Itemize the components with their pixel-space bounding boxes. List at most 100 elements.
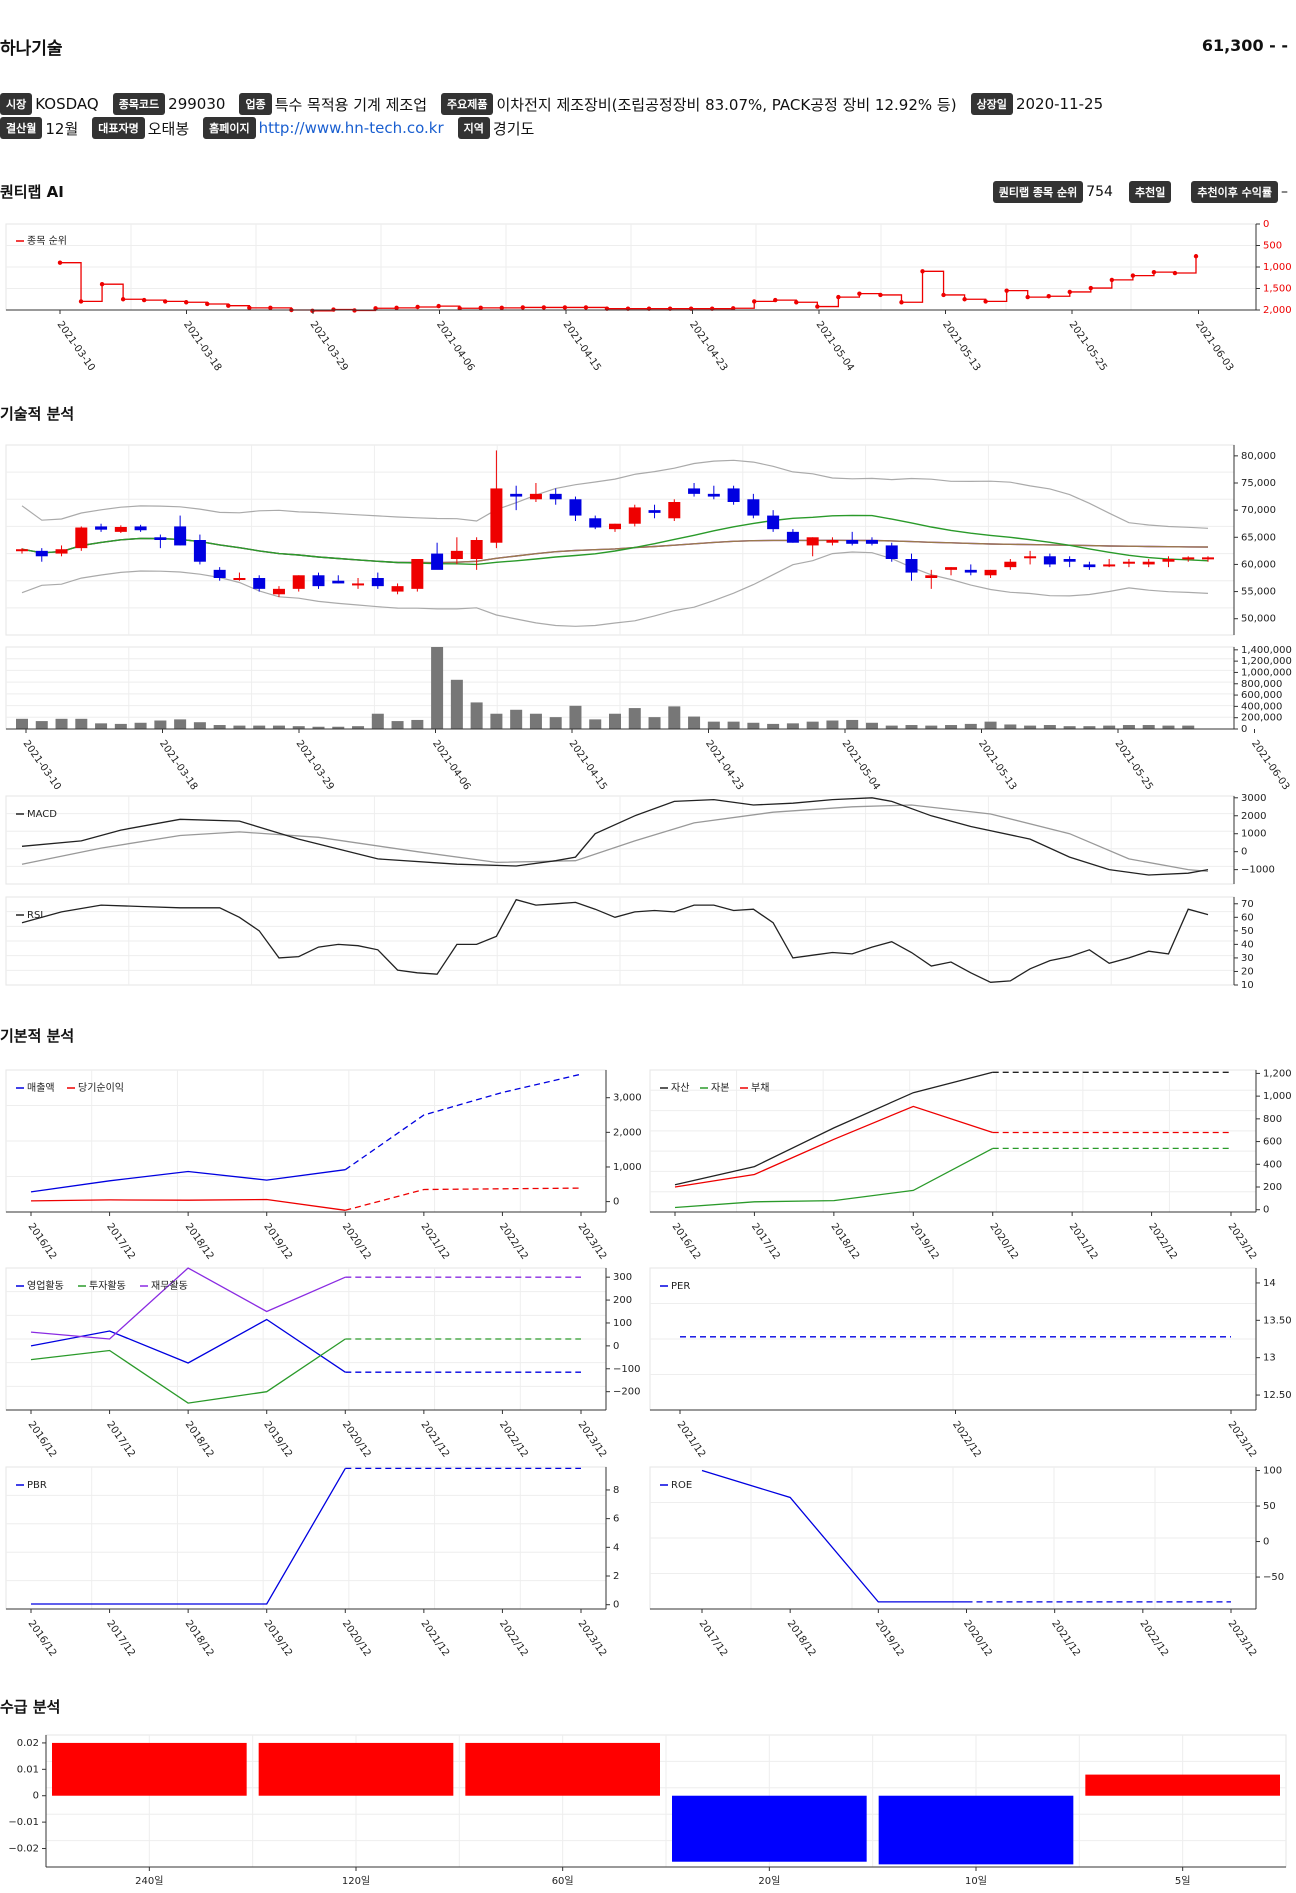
y-tick-label: 1,000,000 xyxy=(1241,667,1292,678)
x-tick-label: 2021-03-18 xyxy=(157,738,199,792)
rank-point xyxy=(499,305,504,311)
x-tick-label: 2021-03-10 xyxy=(55,319,97,373)
volume-bar xyxy=(846,719,859,729)
volume-bar xyxy=(688,716,701,729)
candle-body xyxy=(16,549,28,552)
candle-body xyxy=(1142,561,1155,565)
ceo-value: 오태봉 xyxy=(147,119,190,138)
y-tick-label: 70 xyxy=(1241,899,1254,910)
volume-bar xyxy=(549,717,562,729)
homepage-link[interactable]: http://www.hn-tech.co.kr xyxy=(258,119,444,137)
sales-series-forecast xyxy=(345,1187,582,1211)
volume-bar xyxy=(253,725,266,729)
candle-body xyxy=(253,578,266,589)
candle-body xyxy=(727,488,740,502)
volume-bar xyxy=(174,719,187,729)
y-tick-label: 200 xyxy=(613,1295,632,1306)
legend-entry: 자산 xyxy=(671,1082,689,1094)
x-tick-label: 2017/12 xyxy=(104,1221,137,1261)
y-tick-label: −0.02 xyxy=(8,1844,39,1855)
rank-point xyxy=(226,303,231,308)
x-tick-label: 2021/12 xyxy=(418,1618,451,1658)
rank-point xyxy=(752,299,757,304)
candle-body xyxy=(609,523,621,530)
x-tick-label: 2021-04-06 xyxy=(434,319,476,373)
y-tick-label: 600 xyxy=(1263,1137,1282,1148)
volume-bar xyxy=(964,723,977,729)
sales-series-line xyxy=(30,1198,346,1211)
supply-chart: 240일 120일 60일 20일 10일 5일 0.02 0.01 0 −0.01 −0.02 xyxy=(8,1734,1287,1887)
y-tick-label: 200,000 xyxy=(1241,713,1282,724)
candle-body xyxy=(1202,557,1214,560)
rank-point xyxy=(394,305,399,311)
supply-bar xyxy=(52,1742,247,1796)
x-tick-label: 2021/12 xyxy=(1067,1221,1100,1261)
y-tick-label: 14 xyxy=(1263,1278,1276,1289)
candle-body xyxy=(450,550,463,559)
ceo-label: 대표자명 xyxy=(92,117,145,139)
rank-point xyxy=(920,269,925,274)
y-tick-label: 50 xyxy=(1263,1501,1276,1512)
rank-point xyxy=(1067,289,1072,295)
y-tick-label: 20 xyxy=(1241,966,1254,977)
rank-point xyxy=(794,300,799,305)
rank-point xyxy=(310,308,315,314)
assets-series-line xyxy=(674,1105,993,1188)
volume-bar xyxy=(332,726,345,729)
rank-value: 754 xyxy=(1086,184,1113,200)
y-tick-label: 0.02 xyxy=(17,1738,39,1749)
x-tick-label: 120일 xyxy=(342,1875,370,1887)
x-tick-label: 2022/12 xyxy=(950,1419,983,1459)
candle-body xyxy=(905,559,918,573)
rank-point xyxy=(941,292,946,298)
info-row-2: 결산월 12월 대표자명 오태봉 홈페이지 http://www.hn-tech.co… xyxy=(0,117,548,139)
volume-bar xyxy=(945,725,958,729)
volume-chart: 1,400,0001,200,0001,000,000800,000600,00… xyxy=(5,645,1292,792)
volume-bar xyxy=(95,723,108,729)
y-tick-label: 30 xyxy=(1241,953,1254,964)
candle-body xyxy=(292,575,305,589)
y-tick-label: 2,000 xyxy=(1263,305,1292,316)
volume-bar xyxy=(411,719,424,729)
volume-bar xyxy=(648,717,661,729)
legend-entry: 자본 xyxy=(711,1082,729,1094)
y-tick-label: 3,000 xyxy=(613,1093,642,1104)
ma20-line xyxy=(21,514,1209,566)
x-tick-label: 2018/12 xyxy=(183,1419,216,1459)
rank-point xyxy=(162,299,168,304)
region-label: 지역 xyxy=(457,117,490,139)
y-tick-label: 500 xyxy=(1263,241,1282,252)
return-value: – xyxy=(1281,184,1288,200)
pbr-chart: 8 6 4 2 0 PBR 2016/12 2017/12 2018/12 2019/12 2020… xyxy=(5,1466,619,1659)
candle-body xyxy=(1004,561,1017,568)
candle-body xyxy=(688,488,701,494)
rank-point xyxy=(857,291,862,296)
y-tick-label: 1,000 xyxy=(1263,1091,1292,1102)
y-tick-label: 300 xyxy=(613,1272,632,1283)
x-tick-label: 2019/12 xyxy=(873,1618,906,1658)
rank-point xyxy=(773,297,778,303)
candle-body xyxy=(747,499,760,516)
y-tick-label: 55,000 xyxy=(1241,587,1276,598)
candle-body xyxy=(1162,559,1175,562)
rank-point xyxy=(247,305,252,311)
candle-body xyxy=(35,550,48,557)
x-tick-label: 2017/12 xyxy=(104,1618,137,1658)
y-tick-label: 400,000 xyxy=(1241,701,1282,712)
legend-entry: 재무활동 xyxy=(151,1279,188,1292)
x-tick-label: 2021-03-29 xyxy=(308,319,350,373)
x-tick-label: 20일 xyxy=(758,1875,780,1887)
x-tick-label: 2020/12 xyxy=(340,1221,373,1261)
volume-bar xyxy=(628,708,641,729)
volume-bar xyxy=(786,723,799,729)
rank-point xyxy=(99,282,105,287)
y-tick-label: 600,000 xyxy=(1241,690,1282,701)
candle-body xyxy=(767,515,780,530)
rank-point xyxy=(1151,269,1157,275)
volume-bar xyxy=(905,725,918,729)
candle-body xyxy=(174,526,187,546)
candle-body xyxy=(134,526,147,531)
x-tick-label: 2018/12 xyxy=(183,1618,216,1658)
candle-body xyxy=(1043,556,1056,565)
x-tick-label: 2018/12 xyxy=(183,1221,216,1261)
